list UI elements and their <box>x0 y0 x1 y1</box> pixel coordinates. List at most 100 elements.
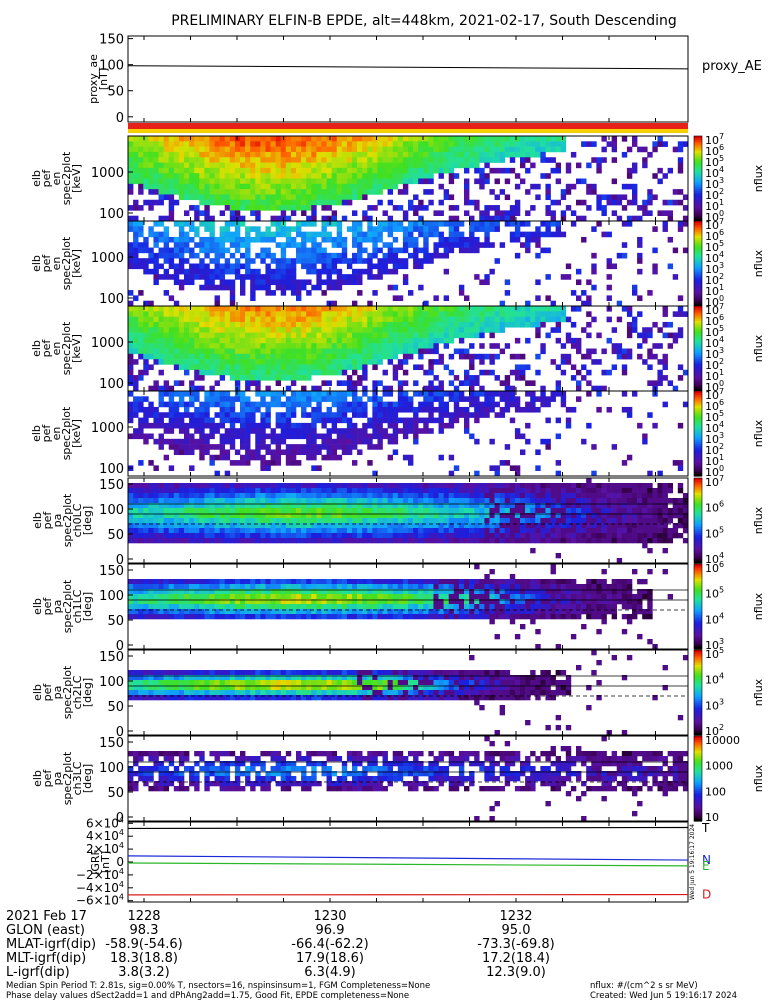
spectrogram-cell <box>128 151 134 158</box>
spectrogram-cell <box>352 348 358 355</box>
spectrogram-cell <box>352 178 358 185</box>
spectrogram-cell <box>204 284 210 291</box>
spectrogram-cell <box>204 523 210 529</box>
spectrogram-cell <box>260 391 266 397</box>
spectrogram-cell <box>224 483 231 489</box>
spectrogram-cell <box>418 221 424 227</box>
spectrogram-cell <box>392 348 399 355</box>
spectrogram-cell <box>387 157 394 163</box>
spectrogram-cell <box>163 498 170 504</box>
spectrogram-cell <box>204 449 210 456</box>
spectrogram-cell <box>189 391 195 397</box>
spectrogram-cell <box>565 162 572 169</box>
spectrogram-cell <box>494 391 500 397</box>
spectrogram-cell <box>494 343 500 349</box>
spectrogram-cell <box>677 465 684 471</box>
spectrogram-cell <box>224 199 231 206</box>
spectrogram-cell <box>397 189 404 195</box>
spectrogram-cell <box>184 523 190 529</box>
spectrogram-cell <box>352 396 358 402</box>
spectrogram-cell <box>316 231 322 238</box>
spectrogram-cell <box>158 391 164 397</box>
y-tick-label: 50 <box>107 85 124 100</box>
spectrogram-cell <box>530 391 536 397</box>
spectrogram-cell <box>285 226 292 232</box>
spectrogram-cell <box>346 327 353 333</box>
spectrogram-cell <box>423 300 429 307</box>
spectrogram-cell <box>311 189 317 195</box>
spectrogram-cell <box>469 385 475 392</box>
spectrogram-cell <box>392 183 399 190</box>
spectrogram-cell <box>525 364 531 371</box>
spectrogram-cell <box>484 242 490 248</box>
spectrogram-cell <box>199 528 205 534</box>
spectrogram-cell <box>357 396 363 402</box>
spectrogram-cell <box>362 236 368 243</box>
colorbar-segment <box>694 461 702 464</box>
spectrogram-cell <box>296 178 302 185</box>
spectrogram-cell <box>275 268 282 275</box>
spectrogram-cell <box>209 189 215 195</box>
spectrogram-cell <box>352 189 358 195</box>
spectrogram-cell <box>128 391 134 397</box>
spectrogram-cell <box>158 183 164 190</box>
colorbar-segment <box>694 410 702 413</box>
spectrogram-cell <box>377 401 383 408</box>
spectrogram-cell <box>285 401 292 408</box>
spectrogram-cell <box>229 369 236 376</box>
spectrogram-cell <box>341 359 348 365</box>
spectrogram-cell <box>443 523 450 529</box>
spectrogram-cell <box>224 189 231 195</box>
spectrogram-cell <box>138 136 144 142</box>
spectrogram-cell <box>321 146 327 153</box>
spectrogram-cell <box>413 483 419 489</box>
spectrogram-cell <box>591 359 597 365</box>
spectrogram-cell <box>326 348 332 355</box>
spectrogram-cell <box>504 380 511 386</box>
spectrogram-cell <box>372 533 378 539</box>
spectrogram-cell <box>321 353 327 360</box>
spectrogram-cell <box>438 513 444 519</box>
colorbar-label: nflux <box>752 419 765 447</box>
spectrogram-cell <box>428 538 434 544</box>
spectrogram-cell <box>413 380 419 386</box>
spectrogram-cell <box>189 364 195 371</box>
spectrogram-cell <box>321 337 327 344</box>
spectrogram-cell <box>260 538 266 544</box>
spectrogram-cell <box>357 183 363 190</box>
colorbar-segment <box>694 408 702 411</box>
spectrogram-cell <box>189 396 195 402</box>
spectrogram-cell <box>418 146 424 153</box>
spectrogram-cell <box>367 306 373 312</box>
spectrogram-cell <box>489 306 495 312</box>
spectrogram-cell <box>240 279 246 286</box>
spectrogram-cell <box>372 503 378 509</box>
spectrogram-cell <box>545 210 551 216</box>
spectrogram-cell <box>423 247 429 254</box>
spectrogram-cell <box>550 136 556 142</box>
spectrogram-cell <box>250 146 256 153</box>
spectrogram-cell <box>209 279 215 286</box>
colorbar-segment <box>694 420 702 424</box>
spectrogram-cell <box>199 513 205 519</box>
spectrogram-cell <box>367 236 373 243</box>
spectrogram-cell <box>341 173 348 179</box>
spectrogram-cell <box>270 508 276 514</box>
colorbar-segment <box>694 282 702 286</box>
spectrogram-cell <box>204 226 210 232</box>
spectrogram-cell <box>336 493 343 499</box>
spectrogram-cell <box>321 279 327 286</box>
spectrogram-cell <box>545 194 551 201</box>
spectrogram-cell <box>245 151 251 158</box>
spectrogram-cell <box>204 316 210 323</box>
spectrogram-cell <box>433 242 439 248</box>
spectrogram-cell <box>280 422 287 429</box>
spectrogram-cell <box>275 146 282 153</box>
spectrogram-cell <box>265 167 271 174</box>
spectrogram-cell <box>326 538 332 544</box>
spectrogram-cell <box>611 263 618 270</box>
spectrogram-cell <box>275 353 282 360</box>
spectrogram-cell <box>316 533 322 539</box>
spectrogram-cell <box>143 343 149 349</box>
spectrogram-cell <box>265 444 271 450</box>
